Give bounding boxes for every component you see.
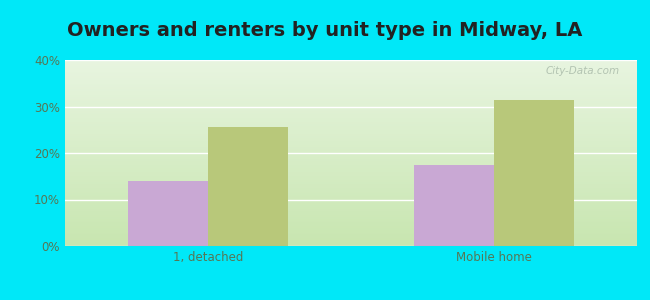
Text: Owners and renters by unit type in Midway, LA: Owners and renters by unit type in Midwa… [68,21,582,40]
Bar [414,165,494,246]
Bar [494,100,574,246]
Text: City-Data.com: City-Data.com [546,66,620,76]
Bar [208,128,288,246]
Bar [128,181,208,246]
